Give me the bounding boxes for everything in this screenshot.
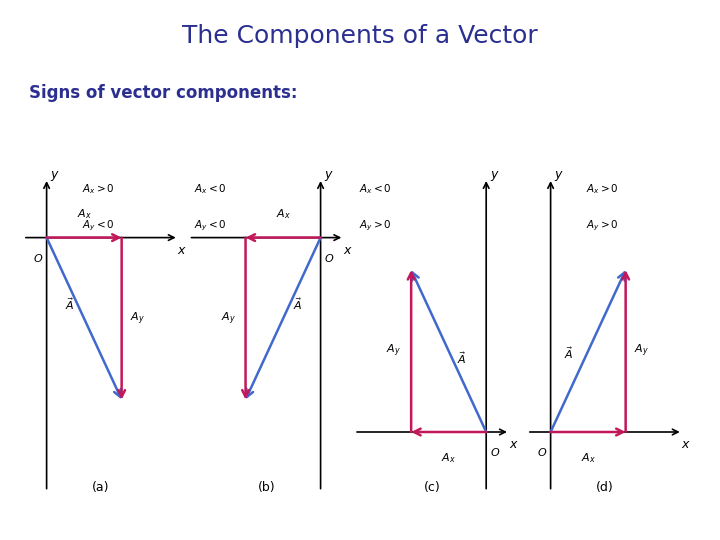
Text: $y$: $y$ <box>554 168 564 183</box>
Text: $A_y$: $A_y$ <box>634 343 649 359</box>
Text: $O$: $O$ <box>537 446 548 458</box>
Text: $A_y$: $A_y$ <box>386 343 401 359</box>
Text: $A_x > 0$: $A_x > 0$ <box>586 183 618 197</box>
Text: $x$: $x$ <box>343 244 353 257</box>
Text: $\vec{A}$: $\vec{A}$ <box>66 297 75 313</box>
Text: $x$: $x$ <box>682 438 691 451</box>
Text: $\vec{A}$: $\vec{A}$ <box>564 346 573 361</box>
Text: $A_y < 0$: $A_y < 0$ <box>82 218 114 233</box>
Text: $x$: $x$ <box>509 438 518 451</box>
Text: $A_y$: $A_y$ <box>130 310 145 327</box>
Text: (b): (b) <box>258 481 275 494</box>
Text: $A_x < 0$: $A_x < 0$ <box>359 183 392 197</box>
Text: $O$: $O$ <box>490 446 500 458</box>
Text: $x$: $x$ <box>178 244 187 257</box>
Text: $A_x$: $A_x$ <box>581 451 595 465</box>
Text: (c): (c) <box>423 481 441 494</box>
Text: $A_x$: $A_x$ <box>441 451 456 465</box>
Text: The Components of a Vector: The Components of a Vector <box>182 24 538 48</box>
Text: $A_y > 0$: $A_y > 0$ <box>359 218 392 233</box>
Text: $A_x < 0$: $A_x < 0$ <box>194 183 226 197</box>
Text: $\vec{A}$: $\vec{A}$ <box>294 297 303 313</box>
Text: $O$: $O$ <box>33 252 44 264</box>
Text: $\vec{A}$: $\vec{A}$ <box>457 350 467 366</box>
Text: $A_y < 0$: $A_y < 0$ <box>194 218 226 233</box>
Text: $y$: $y$ <box>490 168 500 183</box>
Text: $O$: $O$ <box>324 252 334 264</box>
Text: $A_x$: $A_x$ <box>77 207 91 221</box>
Text: (a): (a) <box>92 481 109 494</box>
Text: $A_x$: $A_x$ <box>276 207 290 221</box>
Text: Signs of vector components:: Signs of vector components: <box>29 84 297 102</box>
Text: $y$: $y$ <box>324 168 334 183</box>
Text: $A_y$: $A_y$ <box>220 310 235 327</box>
Text: (d): (d) <box>596 481 613 494</box>
Text: $A_y > 0$: $A_y > 0$ <box>586 218 618 233</box>
Text: $y$: $y$ <box>50 168 60 183</box>
Text: $A_x > 0$: $A_x > 0$ <box>82 183 114 197</box>
